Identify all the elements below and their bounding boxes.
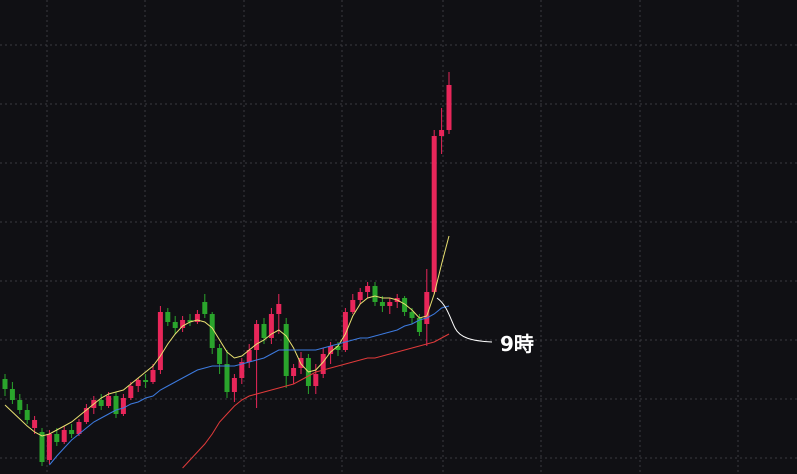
candle-body xyxy=(9,389,15,400)
candle-body xyxy=(83,408,89,422)
candle-body xyxy=(194,314,200,322)
candle-body xyxy=(224,364,230,392)
candle-body xyxy=(135,380,141,386)
candle-body xyxy=(357,292,363,300)
moving-average-line xyxy=(49,305,450,466)
annotation: 9時 xyxy=(500,332,534,356)
candle-body xyxy=(239,362,245,378)
candle-body xyxy=(439,130,445,136)
candle-body xyxy=(69,430,75,434)
candle-body xyxy=(254,324,260,350)
candle-body xyxy=(172,322,178,328)
candle-body xyxy=(128,386,134,398)
candle-body xyxy=(76,422,82,434)
candle-body xyxy=(39,432,45,462)
candle-body xyxy=(276,304,282,314)
candle-body xyxy=(268,314,274,338)
candle-body xyxy=(379,302,385,306)
candle-body xyxy=(2,379,8,389)
candle-body xyxy=(61,430,67,442)
candle-body xyxy=(46,434,52,460)
candle-body xyxy=(143,380,149,382)
candle-body xyxy=(180,320,186,328)
candle-body xyxy=(446,85,452,130)
annotation-pointer xyxy=(436,297,493,343)
candle-body xyxy=(372,286,378,302)
candle-body xyxy=(409,312,415,318)
candle-body xyxy=(387,302,393,306)
candle-body xyxy=(32,420,38,428)
candle-body xyxy=(261,324,267,338)
candle-body xyxy=(217,348,223,364)
candle-body xyxy=(98,400,104,406)
candle-body xyxy=(350,300,356,312)
candle-body xyxy=(106,396,112,406)
candle-body xyxy=(187,320,193,322)
candle-body xyxy=(416,318,422,332)
candle-body xyxy=(246,350,252,362)
candle-body xyxy=(17,400,23,410)
candle-body xyxy=(424,292,430,324)
candle-body xyxy=(335,346,341,350)
candle-body xyxy=(313,374,319,386)
moving-average-line xyxy=(4,235,450,437)
candle-body xyxy=(231,378,237,392)
candle-body xyxy=(24,410,30,420)
candle-body xyxy=(54,434,60,442)
candle-body xyxy=(291,368,297,376)
candle-body xyxy=(150,370,156,382)
candle-body xyxy=(365,286,371,292)
candle-body xyxy=(342,312,348,350)
candle-body xyxy=(402,298,408,312)
candle-body xyxy=(431,136,437,292)
candle-body xyxy=(320,354,326,374)
candle-body xyxy=(157,312,163,370)
moving-average-line xyxy=(182,333,450,469)
candle-body xyxy=(113,396,119,414)
candle-body xyxy=(202,302,208,314)
candle-body xyxy=(120,398,126,414)
candle-body xyxy=(165,312,171,322)
candle-body xyxy=(209,314,215,348)
candle-body xyxy=(328,346,334,354)
